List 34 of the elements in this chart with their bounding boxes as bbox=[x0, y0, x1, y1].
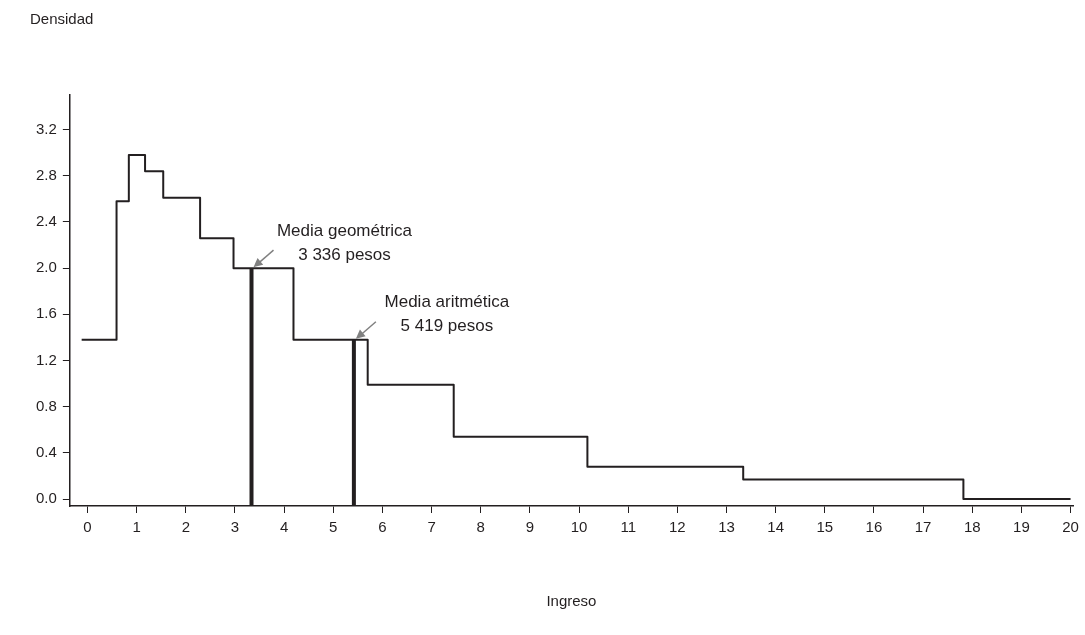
x-tick-label: 3 bbox=[230, 518, 240, 536]
x-tick-label: 20 bbox=[1062, 518, 1079, 536]
x-tick-label: 7 bbox=[427, 518, 436, 536]
y-tick-label: 2.4 bbox=[35, 212, 57, 230]
x-tick-label: 11 bbox=[620, 518, 636, 536]
x-tick-label: 10 bbox=[570, 518, 588, 536]
x-tick-label: 4 bbox=[279, 518, 289, 536]
y-tick-label: 2.0 bbox=[35, 258, 57, 276]
x-tick-label: 1 bbox=[132, 518, 141, 536]
y-tick-label: 0.4 bbox=[35, 443, 57, 461]
x-tick-label: 18 bbox=[963, 518, 981, 536]
y-tick-label: 2.8 bbox=[35, 165, 57, 183]
y-tick-label: 3.2 bbox=[35, 119, 57, 137]
y-axis-title: Densidad bbox=[30, 10, 94, 28]
y-tick-label: 0.0 bbox=[35, 489, 57, 507]
x-tick-label: 2 bbox=[181, 518, 191, 536]
x-tick-label: 13 bbox=[718, 518, 735, 536]
x-tick-label: 5 bbox=[329, 518, 338, 536]
y-tick-label: 1.6 bbox=[35, 304, 57, 322]
x-tick-label: 14 bbox=[767, 518, 784, 536]
x-tick-label: 19 bbox=[1013, 518, 1030, 536]
y-tick-label: 1.2 bbox=[35, 350, 57, 368]
x-tick-label: 17 bbox=[914, 518, 932, 536]
x-tick-label: 9 bbox=[525, 518, 535, 536]
y-tick-label: 0.8 bbox=[35, 396, 57, 414]
x-tick-label: 12 bbox=[669, 518, 686, 536]
x-tick-label: 0 bbox=[83, 518, 92, 536]
x-tick-label: 15 bbox=[816, 518, 834, 536]
ref-line-label: Media aritmética 5 419 pesos bbox=[384, 292, 510, 336]
ref-line-label: Media geométrica 3 336 pesos bbox=[276, 220, 413, 264]
x-tick-label: 6 bbox=[378, 518, 387, 536]
x-tick-label: 8 bbox=[476, 518, 485, 536]
x-tick-label: 16 bbox=[865, 518, 883, 536]
x-axis-title: Ingreso bbox=[546, 592, 597, 610]
